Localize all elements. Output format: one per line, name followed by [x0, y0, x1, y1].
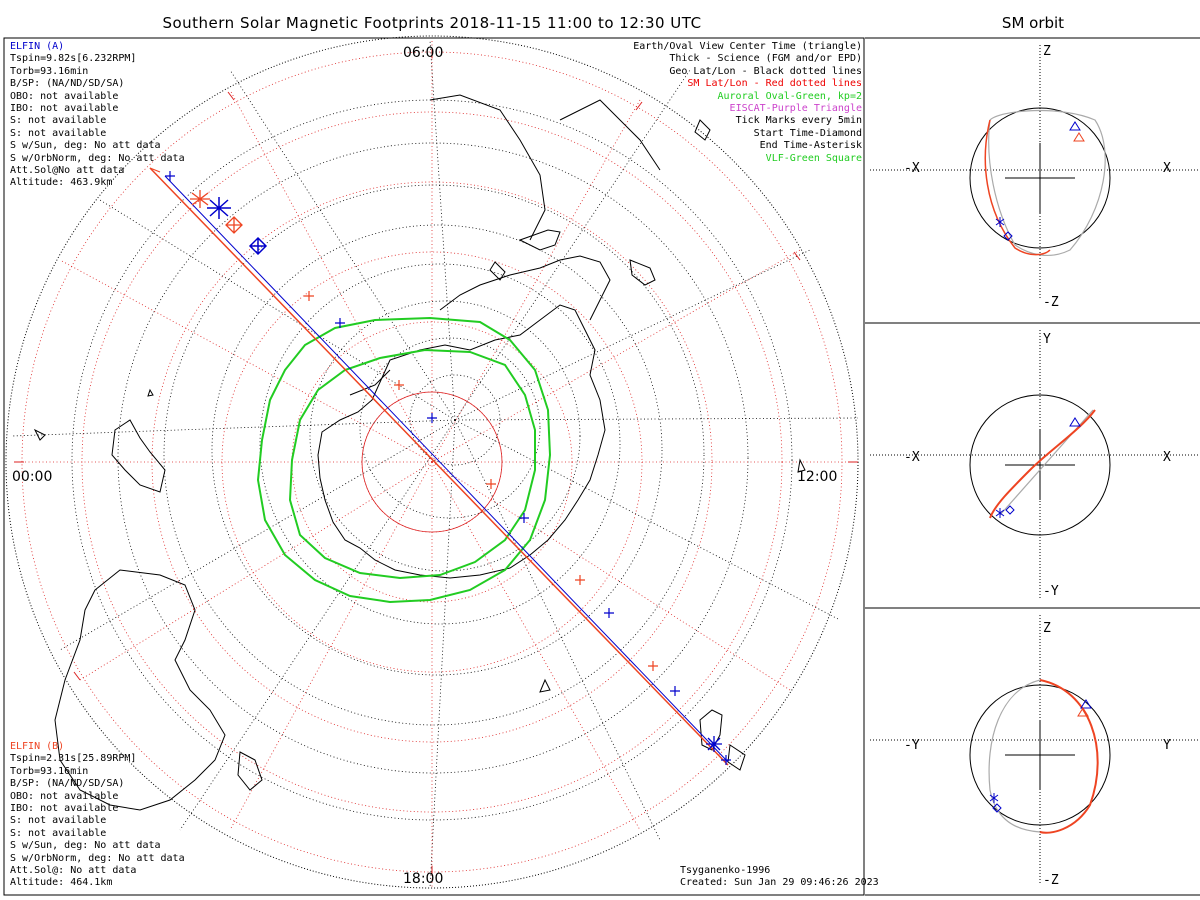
elfin-b-line: OBO: not available [10, 790, 119, 802]
orbit-2-top-label: Y [1043, 332, 1051, 347]
orbit-2-left-label: -X [904, 450, 920, 465]
legend: Earth/Oval View Center Time (triangle) T… [633, 41, 862, 165]
orbit-3-left-label: -Y [904, 738, 920, 753]
elfin-a-line: S: not available [10, 115, 107, 127]
elfin-a-line: IBO: not available [10, 103, 119, 115]
elfin-b-line: Att.Sol@: No att data [10, 865, 137, 877]
legend-item: Tick Marks every 5min [735, 115, 862, 127]
coastlines [33, 94, 806, 811]
elfin-a-line: S w/Sun, deg: No att data [10, 140, 161, 152]
orbit-panel-1 [870, 45, 1200, 300]
legend-item: EISCAT-Purple Triangle [729, 103, 862, 115]
orbit-3-right-label: Y [1163, 738, 1171, 753]
elfin-a-end-asterisk [207, 197, 231, 219]
elfin-a-line: OBO: not available [10, 90, 119, 102]
model-label: Tsyganenko-1996 [680, 865, 771, 876]
orbit-3-bottom-label: -Z [1043, 873, 1059, 888]
elfin-a-track [164, 175, 729, 763]
orbit-panel-3 [870, 615, 1200, 885]
created-label: Created: Sun Jan 29 09:46:26 2023 [680, 877, 879, 889]
map-frame [3, 37, 865, 896]
orbit-1-right-label: X [1163, 161, 1171, 176]
elfin-b-line: Tspin=2.31s[25.89RPM] [10, 753, 137, 765]
elfin-b-line: S w/OrbNorm, deg: No att data [10, 852, 185, 864]
auroral-oval [256, 316, 552, 604]
elfin-b-line: S: not available [10, 815, 107, 827]
polar-grid [5, 35, 859, 889]
elfin-a-start-diamond [248, 236, 268, 256]
elfin-b-track [149, 167, 729, 766]
legend-item: Start Time-Diamond [753, 127, 862, 139]
elfin-b-line: Torb=93.16min [10, 765, 89, 777]
orbit-1-top-label: Z [1043, 44, 1051, 59]
map-title: Southern Solar Magnetic Footprints 2018-… [162, 14, 702, 32]
footer: Tsyganenko-1996 Created: Sun Jan 29 09:4… [680, 865, 879, 890]
elfin-a-name: ELFIN (A) [10, 41, 65, 52]
elfin-a-line: S: not available [10, 127, 107, 139]
hour-label-bottom: 18:00 [403, 871, 444, 887]
orbit-1-left-label: -X [904, 161, 920, 176]
orbit-3-top-label: Z [1043, 621, 1051, 636]
legend-item: Earth/Oval View Center Time (triangle) [633, 41, 862, 52]
elfin-b-line: Altitude: 464.1km [10, 877, 113, 889]
elfin-b-line: IBO: not available [10, 803, 119, 815]
hour-label-left: 00:00 [12, 469, 53, 485]
orbit-title: SM orbit [1001, 14, 1065, 32]
elfin-b-line: S w/Sun, deg: No att data [10, 840, 161, 852]
elfin-a-line: S w/OrbNorm, deg: No att data [10, 152, 185, 164]
orbit-panel-2 [870, 330, 1200, 600]
orbit-2-bottom-label: -Y [1043, 584, 1059, 599]
legend-item: End Time-Asterisk [759, 140, 862, 152]
orbit-2-right-label: X [1163, 450, 1171, 465]
elfin-b-info: ELFIN (B) Tspin=2.31s[25.89RPM] Torb=93.… [10, 741, 185, 890]
elfin-b-start-diamond [225, 216, 243, 234]
legend-item: VLF-Green Square [765, 152, 862, 164]
legend-item: SM Lat/Lon - Red dotted lines [687, 78, 862, 90]
elfin-a-info: ELFIN (A) Tspin=9.82s[6.232RPM] Torb=93.… [10, 41, 185, 190]
hour-label-top: 06:00 [403, 45, 444, 61]
elfin-b-end-asterisk [190, 190, 210, 208]
legend-item: Geo Lat/Lon - Black dotted lines [669, 65, 862, 77]
elfin-b-line: S: not available [10, 827, 107, 839]
elfin-b-name: ELFIN (B) [10, 741, 65, 752]
elfin-b-line: B/SP: (NA/ND/SD/SA) [10, 778, 125, 790]
elfin-a-line: Torb=93.16min [10, 65, 89, 77]
legend-item: Auroral Oval-Green, kp=2 [717, 90, 863, 102]
elfin-a-line: B/SP: (NA/ND/SD/SA) [10, 78, 125, 90]
elfin-tracks [149, 167, 731, 766]
elfin-a-line: Tspin=9.82s[6.232RPM] [10, 53, 137, 65]
legend-item: Thick - Science (FGM and/or EPD) [669, 53, 862, 65]
orbit-1-bottom-label: -Z [1043, 295, 1059, 310]
elfin-a-line: Altitude: 463.9km [10, 177, 113, 189]
hour-label-right: 12:00 [797, 469, 838, 485]
elfin-a-line: Att.Sol@No att data [10, 165, 125, 177]
